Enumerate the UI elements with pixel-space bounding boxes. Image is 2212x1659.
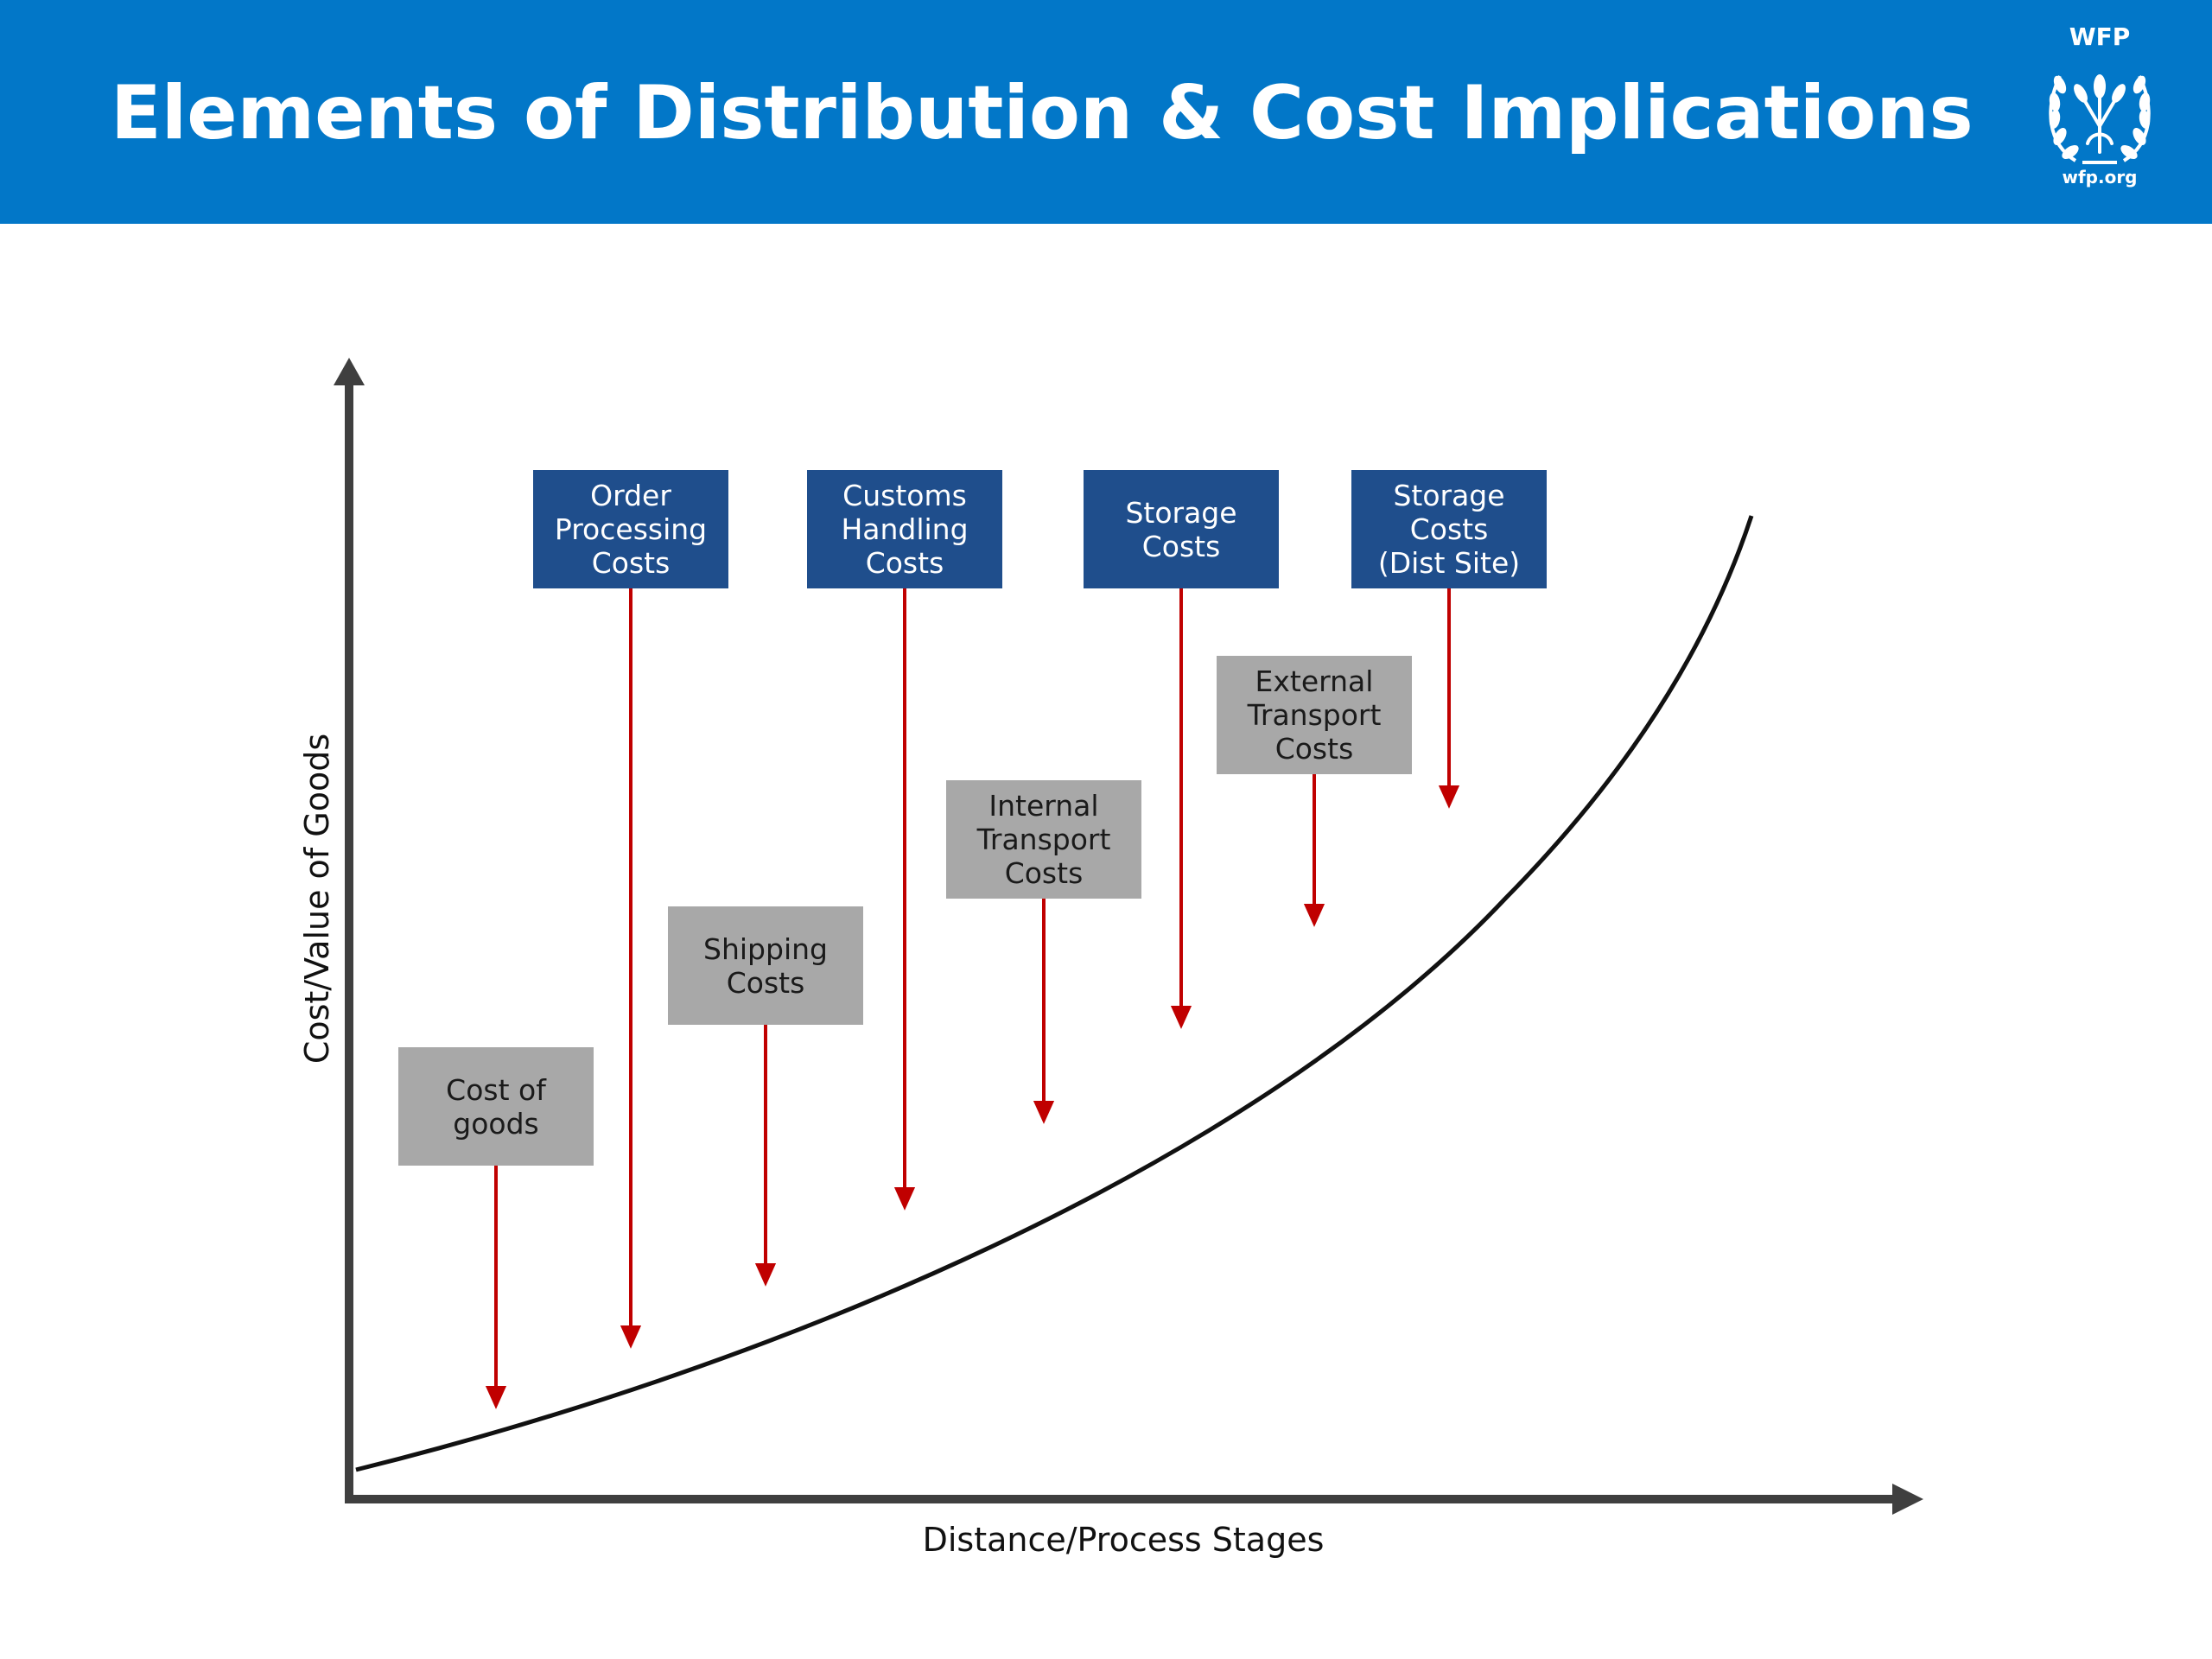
cost-curve <box>355 515 1754 1472</box>
logo-bottom-text: wfp.org <box>2062 167 2138 188</box>
external-transport-costs-box: External Transport Costs <box>1217 656 1412 774</box>
order-processing-costs-box: Order Processing Costs <box>533 470 728 588</box>
arrowhead-storage <box>1170 1006 1192 1029</box>
wfp-logo: WFP <box>2022 22 2177 195</box>
header-bar: Elements of Distribution & Cost Implicat… <box>0 0 2212 224</box>
logo-top-text: WFP <box>2069 22 2131 51</box>
y-axis-arrowhead <box>334 358 365 385</box>
page-title: Elements of Distribution & Cost Implicat… <box>111 70 1974 156</box>
storage-costs-dist-site-box: Storage Costs (Dist Site) <box>1351 470 1547 588</box>
customs-handling-costs-box: Customs Handling Costs <box>807 470 1002 588</box>
wfp-emblem-icon <box>2049 74 2151 164</box>
arrowhead-shipping <box>754 1263 777 1287</box>
x-axis-label: Distance/Process Stages <box>922 1521 1325 1559</box>
arrowhead-order-processing <box>620 1325 642 1349</box>
arrowhead-customs-handling <box>893 1187 916 1211</box>
arrowhead-external-transport <box>1303 904 1325 927</box>
arrowhead-cost-of-goods <box>485 1386 507 1409</box>
shipping-costs-box: Shipping Costs <box>668 906 863 1025</box>
x-axis-arrowhead <box>1892 1484 1923 1515</box>
arrowhead-storage-dist-site <box>1438 785 1460 809</box>
cost-of-goods-box: Cost of goods <box>398 1047 594 1166</box>
y-axis-label: Cost/Value of Goods <box>298 733 336 1065</box>
storage-costs-box: Storage Costs <box>1084 470 1279 588</box>
internal-transport-costs-box: Internal Transport Costs <box>946 780 1141 899</box>
arrowhead-internal-transport <box>1033 1101 1055 1124</box>
